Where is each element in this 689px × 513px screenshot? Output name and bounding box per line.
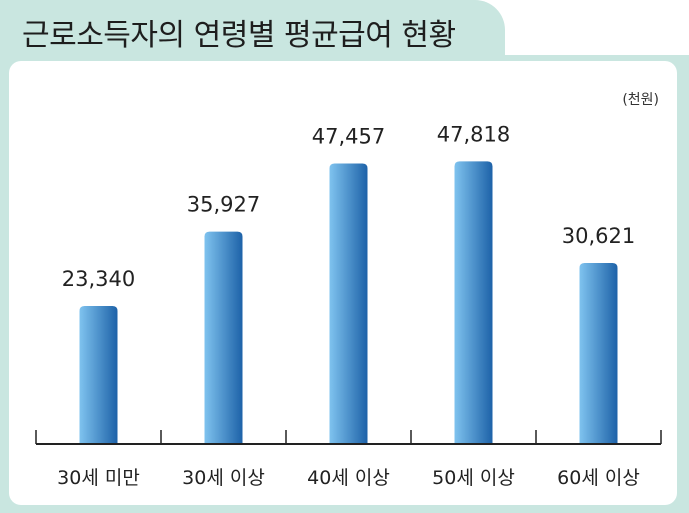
data-label: 23,340 — [62, 267, 135, 291]
data-label: 47,818 — [437, 122, 510, 146]
category-label: 50세 이상 — [432, 467, 515, 489]
bar — [329, 163, 368, 445]
category-label: 30세 이상 — [182, 467, 265, 489]
data-label: 30,621 — [562, 224, 635, 248]
chart-title: 근로소득자의 연령별 평균급여 현황 — [22, 18, 456, 53]
category-label: 60세 이상 — [557, 467, 640, 489]
data-label: 35,927 — [187, 193, 260, 217]
category-label: 40세 이상 — [307, 467, 390, 489]
bar — [204, 231, 243, 444]
category-label: 30세 미만 — [57, 467, 140, 489]
unit-label: (천원) — [622, 92, 659, 108]
bar — [454, 161, 493, 444]
bar — [79, 306, 118, 444]
data-label: 47,457 — [312, 125, 385, 149]
title-tab — [0, 0, 505, 60]
bar — [579, 263, 618, 444]
